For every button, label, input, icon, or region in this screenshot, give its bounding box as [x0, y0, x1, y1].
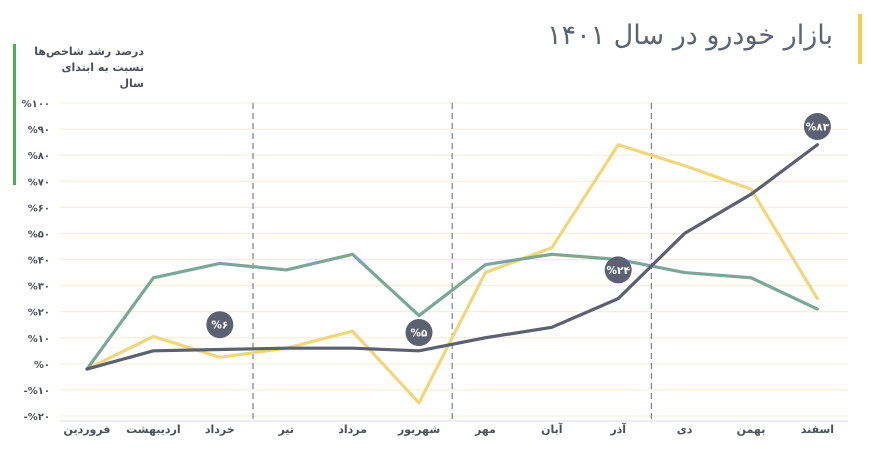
x-tick-label: مهر [474, 423, 496, 436]
x-tick-label: آذر [609, 422, 626, 436]
x-tick-label: بهمن [737, 423, 766, 436]
y-axis-label-line-1: درصد رشد شاخص‌ها [34, 45, 144, 58]
x-tick-label: اسفند [801, 423, 834, 436]
x-tick-label: آبان [541, 422, 563, 436]
annotation-badge [604, 256, 632, 284]
y-tick-label: %۱۰۰ [22, 99, 50, 110]
y-tick-label: -%۱۰ [24, 386, 50, 397]
chart-title: بازار خودرو در سال ۱۴۰۱ [547, 20, 833, 51]
x-tick-label: اردیبهشت [126, 423, 180, 436]
title-accent-bar [858, 14, 862, 64]
y-tick-label: %۹۰ [28, 125, 50, 136]
y-tick-label: %۵۰ [28, 229, 50, 240]
x-tick-label: خرداد [205, 423, 235, 436]
x-tick-label: شهریور [397, 423, 440, 436]
y-tick-label: -%۲۰ [24, 412, 50, 423]
y-tick-label: %۲۰ [28, 308, 50, 319]
series-line-yellow [85, 143, 820, 405]
y-axis-label: درصد رشد شاخص‌ها نسبت به ابتدای سال [34, 44, 144, 92]
y-tick-label: %۴۰ [28, 256, 50, 267]
series-line-dark [85, 143, 820, 371]
x-tick-label: مرداد [338, 423, 367, 436]
y-axis-label-line-2: نسبت به ابتدای سال [61, 61, 144, 90]
annotation-label: %۶ [211, 320, 228, 332]
y-tick-label: %۱۰ [28, 334, 50, 345]
annotation-label: %۵ [411, 328, 429, 340]
y-tick-label: %۶۰ [28, 203, 50, 214]
y-tick-label: %۰ [34, 360, 50, 371]
annotation-badge [206, 311, 234, 339]
y-tick-label: %۳۰ [28, 282, 50, 293]
x-tick-label: تیر [277, 423, 293, 436]
x-tick-label: فروردین [64, 423, 111, 436]
annotation-label: %۸۳ [806, 121, 830, 133]
ylabel-accent-bar [13, 44, 16, 185]
annotation-label: %۲۴ [607, 265, 631, 277]
annotation-badge [803, 112, 831, 140]
series-line-teal [85, 252, 820, 371]
y-tick-label: %۸۰ [28, 151, 50, 162]
y-tick-label: %۷۰ [28, 177, 50, 188]
x-tick-label: دی [677, 423, 693, 436]
annotation-badge [405, 319, 433, 347]
